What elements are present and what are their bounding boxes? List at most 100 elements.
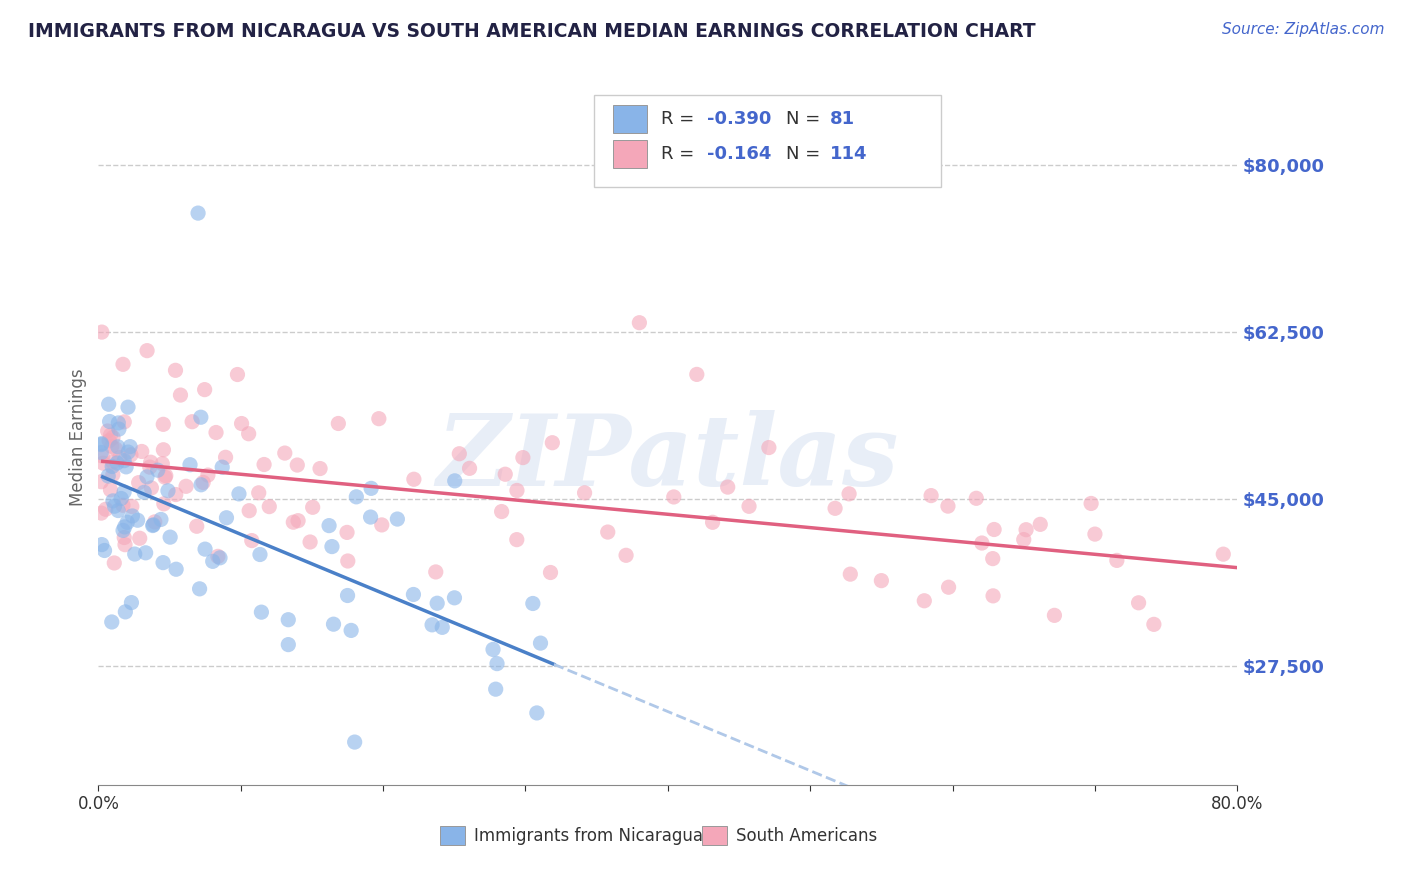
Point — [426, 596, 449, 610]
Point — [322, 617, 344, 632]
Point — [936, 499, 959, 513]
Point — [870, 574, 893, 588]
Point — [506, 533, 529, 547]
Point — [214, 450, 236, 465]
Point — [101, 494, 124, 508]
Point — [449, 447, 471, 461]
Point — [211, 460, 233, 475]
Point — [187, 206, 209, 220]
Point — [402, 472, 425, 486]
Point — [343, 735, 366, 749]
Point — [165, 363, 187, 377]
Point — [100, 483, 122, 497]
Text: 81: 81 — [830, 110, 855, 128]
Text: R =: R = — [661, 110, 700, 128]
Bar — [440, 826, 465, 846]
Point — [717, 480, 740, 494]
Point — [91, 456, 114, 470]
Point — [100, 439, 122, 453]
Point — [1015, 523, 1038, 537]
Y-axis label: Median Earnings: Median Earnings — [69, 368, 87, 506]
Point — [101, 459, 124, 474]
Point — [529, 636, 551, 650]
Point — [128, 475, 150, 490]
Point — [120, 440, 142, 454]
Point — [283, 515, 305, 529]
Point — [277, 613, 299, 627]
Point — [981, 551, 1004, 566]
Point — [128, 531, 150, 545]
Point — [142, 517, 165, 532]
Point — [486, 657, 509, 671]
Point — [169, 388, 191, 402]
Point — [285, 458, 308, 472]
Point — [360, 510, 382, 524]
Point — [107, 503, 129, 517]
Bar — [613, 105, 647, 133]
Point — [208, 550, 231, 565]
Point — [336, 554, 359, 568]
Point — [574, 486, 596, 500]
Point — [824, 501, 846, 516]
Point — [105, 456, 128, 470]
Point — [186, 519, 208, 533]
Point — [491, 505, 513, 519]
Point — [112, 415, 135, 429]
Point — [485, 682, 508, 697]
Point — [443, 591, 465, 605]
Point — [141, 481, 163, 495]
Point — [188, 582, 211, 596]
Point — [738, 500, 761, 514]
Point — [111, 357, 134, 371]
Point — [250, 605, 273, 619]
Point — [494, 467, 516, 482]
Point — [522, 597, 544, 611]
Point — [344, 490, 367, 504]
Text: ZIPatlas: ZIPatlas — [437, 409, 898, 506]
Point — [328, 417, 350, 431]
Point — [336, 589, 359, 603]
Point — [100, 428, 122, 442]
Point — [526, 706, 548, 720]
Point — [142, 518, 165, 533]
Point — [197, 468, 219, 483]
Text: IMMIGRANTS FROM NICARAGUA VS SOUTH AMERICAN MEDIAN EARNINGS CORRELATION CHART: IMMIGRANTS FROM NICARAGUA VS SOUTH AMERI… — [28, 22, 1036, 41]
Point — [758, 441, 780, 455]
Point — [215, 510, 238, 524]
Point — [108, 422, 131, 436]
Point — [94, 502, 117, 516]
Point — [838, 487, 860, 501]
Point — [596, 524, 619, 539]
Point — [112, 524, 135, 538]
Point — [321, 540, 343, 554]
Point — [107, 416, 129, 430]
Text: -0.390: -0.390 — [707, 110, 770, 128]
Point — [512, 450, 534, 465]
Point — [205, 425, 228, 440]
Point — [336, 525, 359, 540]
Point — [98, 434, 121, 448]
Point — [1029, 517, 1052, 532]
Point — [108, 450, 131, 465]
Point — [194, 383, 217, 397]
Text: N =: N = — [786, 110, 827, 128]
Point — [115, 459, 138, 474]
Text: R =: R = — [661, 145, 700, 163]
Point — [207, 549, 229, 564]
Point — [139, 460, 162, 475]
Point — [238, 426, 260, 441]
Point — [131, 444, 153, 458]
Text: Source: ZipAtlas.com: Source: ZipAtlas.com — [1222, 22, 1385, 37]
Point — [402, 587, 425, 601]
Point — [190, 477, 212, 491]
Point — [90, 325, 112, 339]
Text: 114: 114 — [830, 145, 868, 163]
Point — [387, 512, 409, 526]
Point — [107, 440, 129, 454]
Point — [101, 467, 124, 482]
Point — [540, 566, 562, 580]
Point — [191, 475, 214, 490]
Point — [1043, 608, 1066, 623]
Point — [920, 489, 942, 503]
Point — [165, 562, 187, 576]
